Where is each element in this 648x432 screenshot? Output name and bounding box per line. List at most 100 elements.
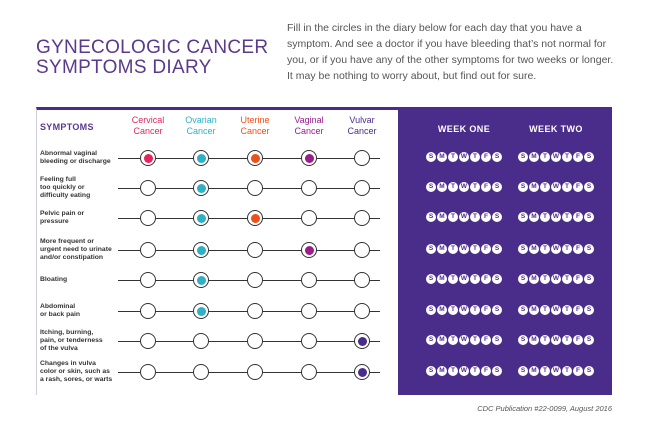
symptom-circle-ovarian[interactable]: [193, 303, 209, 319]
symptom-circle-vaginal[interactable]: [301, 150, 317, 166]
symptom-circle-vaginal[interactable]: [301, 364, 317, 380]
day-circle[interactable]: F: [573, 182, 583, 192]
symptom-circle-uterine[interactable]: [247, 150, 263, 166]
day-circle[interactable]: T: [562, 366, 572, 376]
day-circle[interactable]: S: [518, 212, 528, 222]
day-circle[interactable]: S: [492, 274, 502, 284]
day-circle[interactable]: T: [448, 274, 458, 284]
day-circle[interactable]: T: [562, 182, 572, 192]
day-circle[interactable]: T: [540, 244, 550, 254]
day-circle[interactable]: S: [518, 244, 528, 254]
day-circle[interactable]: T: [470, 366, 480, 376]
symptom-circle-ovarian[interactable]: [193, 333, 209, 349]
day-circle[interactable]: S: [426, 182, 436, 192]
day-circle[interactable]: W: [551, 182, 561, 192]
day-circle[interactable]: M: [529, 152, 539, 162]
symptom-circle-cervical[interactable]: [140, 272, 156, 288]
day-circle[interactable]: T: [562, 305, 572, 315]
day-circle[interactable]: W: [551, 244, 561, 254]
symptom-circle-vulvar[interactable]: [354, 180, 370, 196]
day-circle[interactable]: W: [459, 182, 469, 192]
day-circle[interactable]: T: [562, 335, 572, 345]
day-circle[interactable]: S: [492, 182, 502, 192]
day-circle[interactable]: T: [448, 212, 458, 222]
day-circle[interactable]: M: [529, 305, 539, 315]
day-circle[interactable]: T: [470, 244, 480, 254]
day-circle[interactable]: T: [448, 335, 458, 345]
day-circle[interactable]: M: [437, 244, 447, 254]
day-circle[interactable]: T: [562, 212, 572, 222]
day-circle[interactable]: S: [584, 152, 594, 162]
day-circle[interactable]: M: [437, 152, 447, 162]
day-circle[interactable]: S: [518, 182, 528, 192]
day-circle[interactable]: S: [492, 152, 502, 162]
day-circle[interactable]: F: [481, 305, 491, 315]
day-circle[interactable]: W: [551, 305, 561, 315]
day-circle[interactable]: S: [584, 305, 594, 315]
day-circle[interactable]: F: [481, 335, 491, 345]
day-circle[interactable]: T: [540, 182, 550, 192]
day-circle[interactable]: S: [584, 335, 594, 345]
day-circle[interactable]: T: [470, 335, 480, 345]
day-circle[interactable]: T: [470, 182, 480, 192]
symptom-circle-ovarian[interactable]: [193, 180, 209, 196]
day-circle[interactable]: T: [470, 305, 480, 315]
day-circle[interactable]: W: [551, 335, 561, 345]
symptom-circle-vaginal[interactable]: [301, 333, 317, 349]
day-circle[interactable]: T: [470, 152, 480, 162]
day-circle[interactable]: S: [584, 274, 594, 284]
symptom-circle-ovarian[interactable]: [193, 210, 209, 226]
day-circle[interactable]: T: [562, 244, 572, 254]
day-circle[interactable]: F: [481, 212, 491, 222]
day-circle[interactable]: S: [492, 366, 502, 376]
symptom-circle-vulvar[interactable]: [354, 333, 370, 349]
day-circle[interactable]: M: [437, 274, 447, 284]
day-circle[interactable]: T: [470, 274, 480, 284]
day-circle[interactable]: T: [540, 366, 550, 376]
day-circle[interactable]: S: [426, 305, 436, 315]
day-circle[interactable]: W: [459, 152, 469, 162]
symptom-circle-uterine[interactable]: [247, 180, 263, 196]
day-circle[interactable]: M: [529, 212, 539, 222]
day-circle[interactable]: S: [584, 182, 594, 192]
day-circle[interactable]: T: [540, 152, 550, 162]
day-circle[interactable]: M: [437, 366, 447, 376]
day-circle[interactable]: F: [573, 212, 583, 222]
symptom-circle-vaginal[interactable]: [301, 303, 317, 319]
day-circle[interactable]: W: [551, 274, 561, 284]
symptom-circle-cervical[interactable]: [140, 210, 156, 226]
day-circle[interactable]: M: [529, 366, 539, 376]
day-circle[interactable]: S: [426, 274, 436, 284]
symptom-circle-vaginal[interactable]: [301, 272, 317, 288]
day-circle[interactable]: M: [529, 335, 539, 345]
symptom-circle-vulvar[interactable]: [354, 150, 370, 166]
day-circle[interactable]: F: [481, 152, 491, 162]
symptom-circle-uterine[interactable]: [247, 303, 263, 319]
day-circle[interactable]: S: [426, 335, 436, 345]
day-circle[interactable]: S: [492, 335, 502, 345]
day-circle[interactable]: M: [529, 244, 539, 254]
symptom-circle-vulvar[interactable]: [354, 364, 370, 380]
symptom-circle-ovarian[interactable]: [193, 364, 209, 380]
day-circle[interactable]: W: [459, 274, 469, 284]
symptom-circle-ovarian[interactable]: [193, 272, 209, 288]
symptom-circle-vulvar[interactable]: [354, 272, 370, 288]
symptom-circle-cervical[interactable]: [140, 333, 156, 349]
day-circle[interactable]: M: [437, 335, 447, 345]
symptom-circle-cervical[interactable]: [140, 242, 156, 258]
symptom-circle-uterine[interactable]: [247, 364, 263, 380]
day-circle[interactable]: T: [540, 305, 550, 315]
day-circle[interactable]: W: [459, 366, 469, 376]
day-circle[interactable]: S: [492, 244, 502, 254]
day-circle[interactable]: W: [459, 305, 469, 315]
day-circle[interactable]: F: [573, 274, 583, 284]
day-circle[interactable]: S: [426, 366, 436, 376]
day-circle[interactable]: F: [481, 244, 491, 254]
day-circle[interactable]: F: [573, 366, 583, 376]
day-circle[interactable]: T: [448, 244, 458, 254]
symptom-circle-cervical[interactable]: [140, 364, 156, 380]
day-circle[interactable]: T: [540, 274, 550, 284]
day-circle[interactable]: M: [437, 182, 447, 192]
symptom-circle-uterine[interactable]: [247, 242, 263, 258]
day-circle[interactable]: S: [584, 244, 594, 254]
